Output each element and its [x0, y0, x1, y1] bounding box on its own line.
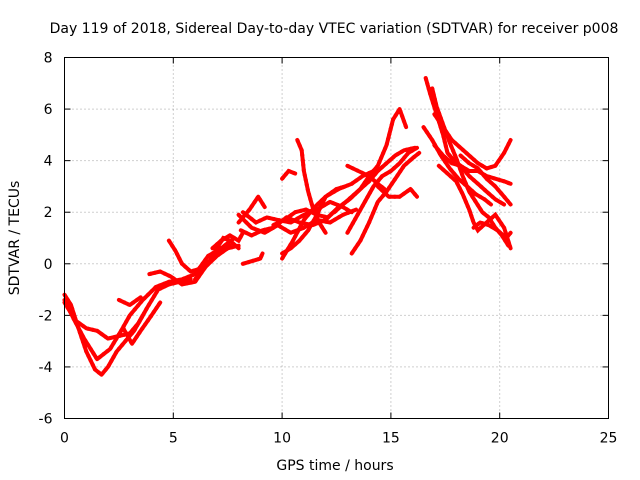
- grid-lines: [64, 57, 609, 419]
- series-arc-12: [240, 199, 354, 225]
- series-arc-14: [240, 251, 265, 266]
- series-arc-23: [345, 145, 419, 235]
- data-series: [62, 76, 513, 378]
- series-arc-31: [432, 112, 513, 171]
- x-tick-labels: 0 5 10 15 20 25: [60, 431, 617, 447]
- series-arc-2: [62, 236, 237, 363]
- trace-markers: [295, 139, 328, 234]
- y-tick-label: 8: [44, 51, 53, 67]
- series-arc-26: [430, 86, 511, 248]
- trace-markers: [280, 168, 296, 180]
- x-axis-label: GPS time / hours: [276, 458, 393, 474]
- x-tick-label: 25: [600, 431, 618, 447]
- trace-line: [236, 194, 267, 225]
- trace-line: [430, 86, 511, 248]
- series-arc-22: [349, 150, 422, 256]
- series-arc-30: [471, 220, 513, 241]
- trace-markers: [62, 236, 236, 363]
- trace-markers: [118, 295, 142, 308]
- series-arc-16: [295, 138, 328, 235]
- y-tick-label: -2: [39, 308, 53, 324]
- x-tick-label: 15: [382, 431, 400, 447]
- series-arc-20: [332, 145, 417, 215]
- trace-markers: [237, 207, 357, 236]
- trace-markers: [432, 113, 513, 171]
- y-tick-label: 0: [44, 257, 53, 273]
- trace-line: [332, 145, 417, 215]
- series-arc-32: [458, 153, 513, 207]
- x-tick-label: 20: [491, 431, 509, 447]
- trace-markers: [62, 277, 192, 341]
- series-arc-24: [375, 184, 419, 199]
- series-arc-15: [280, 168, 298, 181]
- trace-line: [345, 163, 387, 191]
- trace-markers: [211, 231, 245, 250]
- y-tick-label: -4: [39, 360, 53, 376]
- trace-markers: [376, 184, 419, 199]
- axis-ticks: [64, 57, 609, 419]
- trace-line: [240, 251, 265, 266]
- trace-markers: [242, 252, 265, 266]
- x-tick-label: 0: [60, 431, 69, 447]
- trace-markers: [430, 87, 511, 247]
- trace-markers: [350, 151, 421, 255]
- y-tick-label: -6: [39, 412, 53, 428]
- trace-markers: [472, 220, 513, 241]
- y-tick-label: 6: [44, 102, 53, 118]
- trace-markers: [345, 146, 419, 234]
- series-arc-29: [436, 163, 513, 251]
- series-arc-10: [236, 193, 267, 225]
- trace-line: [62, 277, 193, 341]
- series-arc-3: [62, 277, 193, 341]
- x-tick-label: 10: [273, 431, 291, 447]
- trace-markers: [148, 243, 240, 287]
- trace-markers: [121, 301, 162, 348]
- series-arc-28: [432, 143, 513, 186]
- y-tick-labels: -6 -4 -2 0 2 4 6 8: [39, 51, 53, 428]
- trace-markers: [241, 199, 353, 225]
- chart-title: Day 119 of 2018, Sidereal Day-to-day VTE…: [50, 21, 619, 37]
- trace-markers: [459, 154, 513, 206]
- series-arc-9: [210, 230, 245, 251]
- trace-markers: [280, 169, 375, 260]
- series-arc-21: [345, 163, 387, 191]
- series-arc-7: [166, 238, 232, 274]
- series-arc-4: [116, 295, 143, 308]
- trace-line: [166, 238, 232, 274]
- y-axis-label: SDTVAR / TECUs: [7, 181, 23, 296]
- y-tick-label: 4: [44, 154, 53, 170]
- y-tick-label: 2: [44, 205, 53, 221]
- trace-markers: [432, 143, 512, 186]
- plot-frame: [64, 57, 609, 419]
- series-arc-18: [280, 169, 376, 261]
- trace-markers: [437, 164, 513, 249]
- trace-markers: [423, 77, 506, 207]
- x-tick-label: 5: [169, 431, 178, 447]
- series-arc-5: [121, 300, 163, 348]
- trace-markers: [193, 235, 240, 281]
